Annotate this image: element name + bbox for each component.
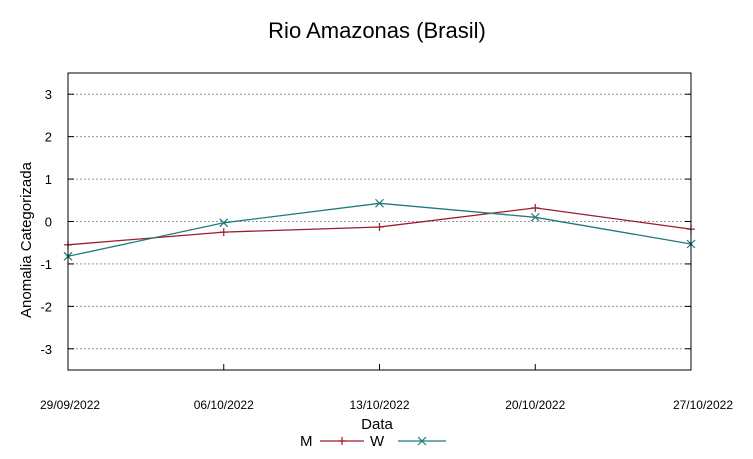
x-tick-label: 06/10/2022 (194, 398, 254, 412)
y-tick-label: -1 (40, 257, 52, 272)
data-point (375, 223, 384, 232)
y-tick-label: 3 (45, 87, 52, 102)
x-tick-label: 13/10/2022 (349, 398, 409, 412)
data-point (531, 203, 540, 212)
series-m (64, 203, 695, 249)
x-axis-label: Data (361, 416, 393, 433)
data-point (375, 198, 384, 208)
y-tick-label: -3 (40, 342, 52, 357)
series-w (63, 198, 696, 261)
legend-label-w: W (370, 433, 385, 450)
y-axis-label: Anomalia Categorizada (18, 161, 35, 318)
y-tick-label: 0 (45, 215, 52, 230)
x-tick-label: 27/10/2022 (673, 398, 733, 412)
data-point (530, 212, 540, 222)
y-tick-label: 1 (45, 172, 52, 187)
x-tick-label: 20/10/2022 (505, 398, 565, 412)
y-tick-label: -2 (40, 299, 52, 314)
data-point (219, 218, 229, 228)
y-axis-ticks: -3 -2 -1 0 1 2 3 (40, 87, 691, 357)
grid-lines (68, 93, 691, 350)
legend-label-m: M (300, 433, 313, 450)
y-tick-label: 2 (45, 130, 52, 145)
chart-title: Rio Amazonas (Brasil) (268, 18, 486, 43)
plot-frame (67, 72, 692, 371)
x-tick-label: 29/09/2022 (40, 398, 100, 412)
data-point (338, 437, 346, 445)
data-point (219, 228, 228, 237)
series-lines (63, 198, 696, 261)
data-point (417, 436, 427, 446)
x-axis-ticks: 29/09/2022 06/10/2022 13/10/2022 20/10/2022… (40, 364, 733, 412)
